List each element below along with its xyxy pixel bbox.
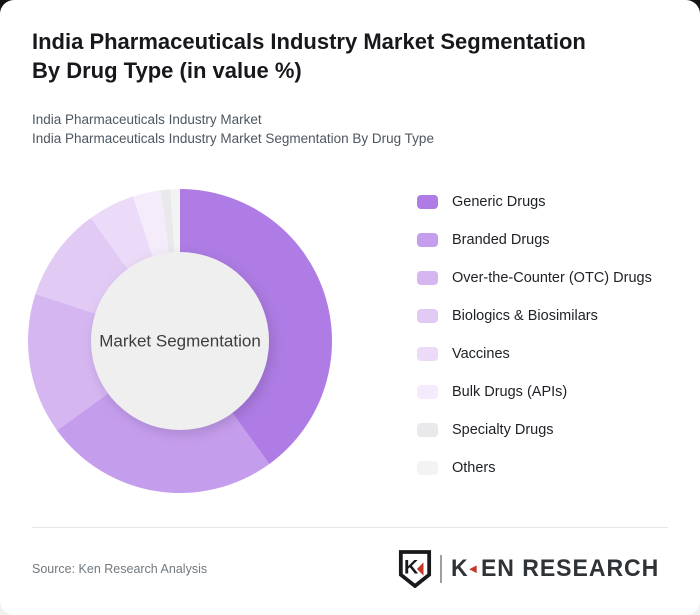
donut-segment-4[interactable] (90, 195, 153, 270)
footer: Source: Ken Research Analysis K K ◄ EN RES… (0, 549, 700, 588)
legend-swatch (417, 422, 438, 437)
legend-item-0[interactable]: Generic Drugs (417, 191, 652, 213)
page-title-line-1: India Pharmaceuticals Industry Market Se… (32, 29, 586, 54)
legend-label: Branded Drugs (452, 231, 550, 248)
svg-text:K: K (404, 556, 419, 578)
legend-label: Biologics & Biosimilars (452, 307, 598, 324)
donut-chart: Market Segmentation (28, 188, 332, 493)
wordmark-red-triangle-icon: ◄ (466, 561, 481, 576)
donut-segment-1[interactable] (57, 392, 270, 493)
subtitle-line-1: India Pharmaceuticals Industry Market (32, 112, 262, 128)
donut-svg: Market Segmentation (28, 188, 332, 493)
legend-label: Vaccines (452, 345, 510, 362)
ken-research-shield-icon: K (399, 549, 432, 588)
footer-divider (32, 526, 668, 528)
chart-section: Market Segmentation Generic Drugs Branded… (28, 188, 700, 493)
legend-item-3[interactable]: Biologics & Biosimilars (417, 305, 652, 327)
legend-item-7[interactable]: Others (417, 457, 652, 479)
legend-swatch (417, 194, 438, 209)
donut-center-circle (91, 251, 269, 430)
wordmark-rest: EN RESEARCH (481, 554, 660, 582)
legend-label: Bulk Drugs (APIs) (452, 383, 568, 400)
legend-swatch (417, 460, 438, 475)
donut-center-label: Market Segmentation (99, 331, 261, 350)
legend-item-1[interactable]: Branded Drugs (417, 229, 652, 251)
donut-segment-3[interactable] (35, 217, 129, 314)
legend-item-5[interactable]: Bulk Drugs (APIs) (417, 381, 652, 403)
legend-swatch (417, 384, 438, 399)
legend-item-6[interactable]: Specialty Drugs (417, 419, 652, 441)
subtitle-block: India Pharmaceuticals Industry Market In… (32, 110, 668, 148)
donut-segment-0[interactable] (180, 188, 332, 464)
donut-segment-5[interactable] (133, 189, 169, 257)
logo-divider-bar (440, 554, 443, 583)
ken-research-wordmark: K ◄ EN RESEARCH (451, 555, 659, 583)
donut-segment-2[interactable] (28, 293, 109, 430)
legend-label: Specialty Drugs (452, 421, 554, 438)
legend-swatch (417, 346, 438, 361)
donut-segment-7[interactable] (170, 188, 180, 253)
page-title: India Pharmaceuticals Industry Market Se… (32, 28, 668, 85)
page-title-line-2: By Drug Type (in value %) (32, 57, 302, 83)
legend-swatch (417, 232, 438, 247)
source-text: Source: Ken Research Analysis (32, 561, 208, 576)
legend-item-2[interactable]: Over-the-Counter (OTC) Drugs (417, 267, 652, 289)
legend-label: Over-the-Counter (OTC) Drugs (452, 269, 652, 286)
donut-segment-6[interactable] (160, 188, 175, 254)
subtitle-line-2: India Pharmaceuticals Industry Market Se… (32, 131, 434, 147)
legend-label: Generic Drugs (452, 193, 546, 210)
legend-swatch (417, 308, 438, 323)
legend-label: Others (452, 459, 496, 476)
wordmark-k: K (451, 554, 469, 582)
legend-item-4[interactable]: Vaccines (417, 343, 652, 365)
chart-legend: Generic Drugs Branded Drugs Over-the-Count… (417, 191, 652, 479)
legend-swatch (417, 270, 438, 285)
ken-research-logo: K K ◄ EN RESEARCH (398, 549, 668, 588)
